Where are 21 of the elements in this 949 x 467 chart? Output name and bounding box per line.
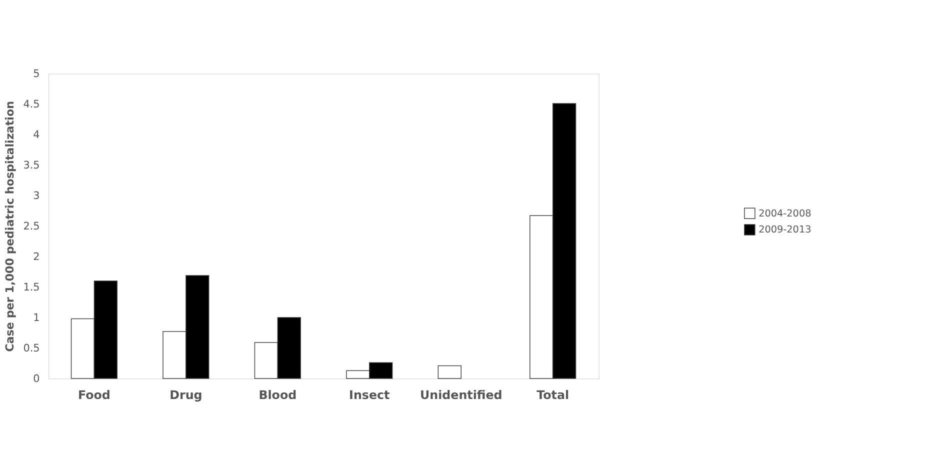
y-tick-label: 0.5 <box>23 342 40 354</box>
y-tick-label: 3 <box>33 190 40 202</box>
y-tick-label: 4 <box>33 128 40 141</box>
y-tick-label: 1 <box>33 312 40 324</box>
legend-label: 2004-2008 <box>758 208 812 220</box>
x-tick-label: Drug <box>170 388 202 402</box>
y-tick-label: 4.5 <box>23 98 40 110</box>
y-tick-label: 2.5 <box>23 220 40 232</box>
x-tick-label: Unidentified <box>420 388 502 402</box>
y-tick-label: 2 <box>33 250 40 263</box>
x-tick-label: Blood <box>258 388 297 402</box>
y-tick-label: 0 <box>33 372 40 385</box>
y-tick-label: 5 <box>33 68 40 80</box>
x-tick-label: Food <box>78 388 110 402</box>
y-tick-label: 3.5 <box>23 159 40 172</box>
bar <box>438 365 462 379</box>
x-tick-label: Insect <box>349 388 390 402</box>
x-tick-label: Total <box>536 388 570 402</box>
legend-label: 2009-2013 <box>758 224 812 236</box>
y-axis-title: Case per 1,000 pediatric hospitalization <box>4 100 17 352</box>
y-tick-label: 1.5 <box>23 281 40 294</box>
